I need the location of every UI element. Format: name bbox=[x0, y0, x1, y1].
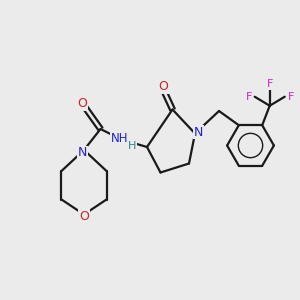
Text: F: F bbox=[245, 92, 252, 102]
Text: N: N bbox=[78, 146, 87, 160]
Text: O: O bbox=[159, 80, 168, 93]
Text: NH: NH bbox=[111, 131, 129, 145]
Text: N: N bbox=[194, 125, 203, 139]
Text: O: O bbox=[79, 209, 89, 223]
Text: H: H bbox=[128, 141, 136, 151]
Text: O: O bbox=[78, 97, 87, 110]
Text: F: F bbox=[287, 92, 294, 102]
Text: F: F bbox=[266, 79, 273, 89]
